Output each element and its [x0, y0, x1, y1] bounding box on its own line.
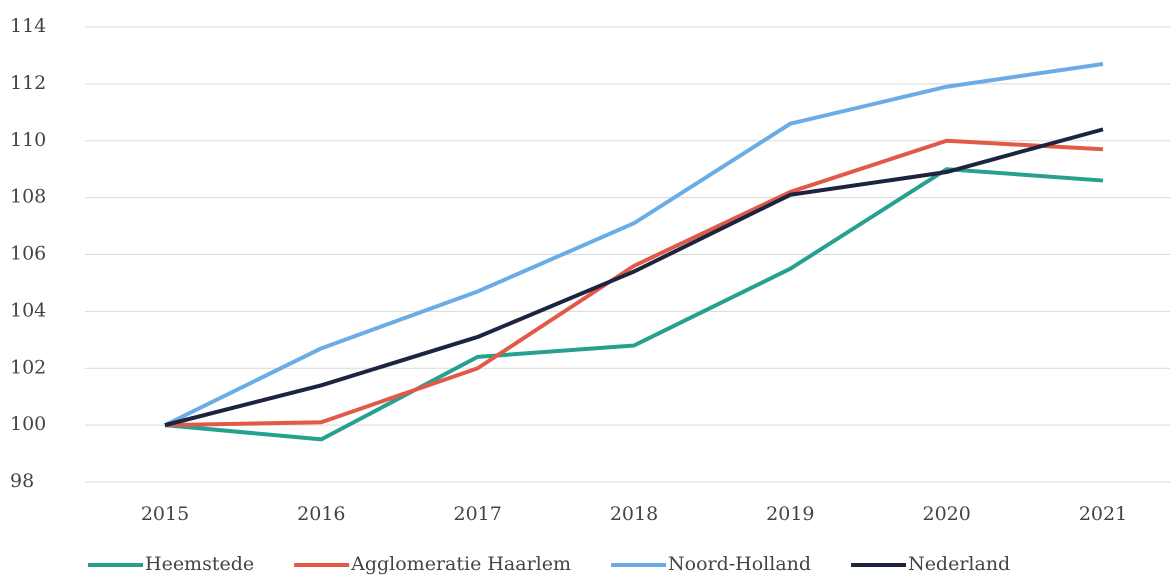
- y-tick-label: 98: [10, 470, 34, 492]
- x-tick-label: 2018: [610, 503, 658, 525]
- legend-label: Heemstede: [145, 553, 254, 575]
- x-tick-label: 2020: [922, 503, 970, 525]
- y-tick-label: 108: [10, 186, 46, 208]
- y-tick-label: 100: [10, 413, 46, 435]
- legend-label: Nederland: [908, 553, 1010, 575]
- x-tick-label: 2015: [141, 503, 189, 525]
- y-tick-label: 102: [10, 356, 46, 378]
- series-line: [164, 61, 1104, 427]
- y-tick-label: 104: [10, 299, 46, 321]
- y-tick-label: 112: [10, 72, 46, 94]
- series-line: [164, 167, 1104, 442]
- x-tick-label: 2016: [297, 503, 345, 525]
- y-tick-label: 106: [10, 243, 46, 265]
- legend-label: Agglomeratie Haarlem: [350, 553, 571, 575]
- y-tick-label: 114: [10, 15, 46, 37]
- x-tick-label: 2017: [453, 503, 501, 525]
- series-line: [164, 138, 1104, 428]
- legend-label: Noord-Holland: [668, 553, 811, 575]
- y-tick-label: 110: [10, 129, 46, 151]
- x-tick-label: 2021: [1079, 503, 1127, 525]
- x-tick-label: 2019: [766, 503, 814, 525]
- series-line: [164, 127, 1104, 428]
